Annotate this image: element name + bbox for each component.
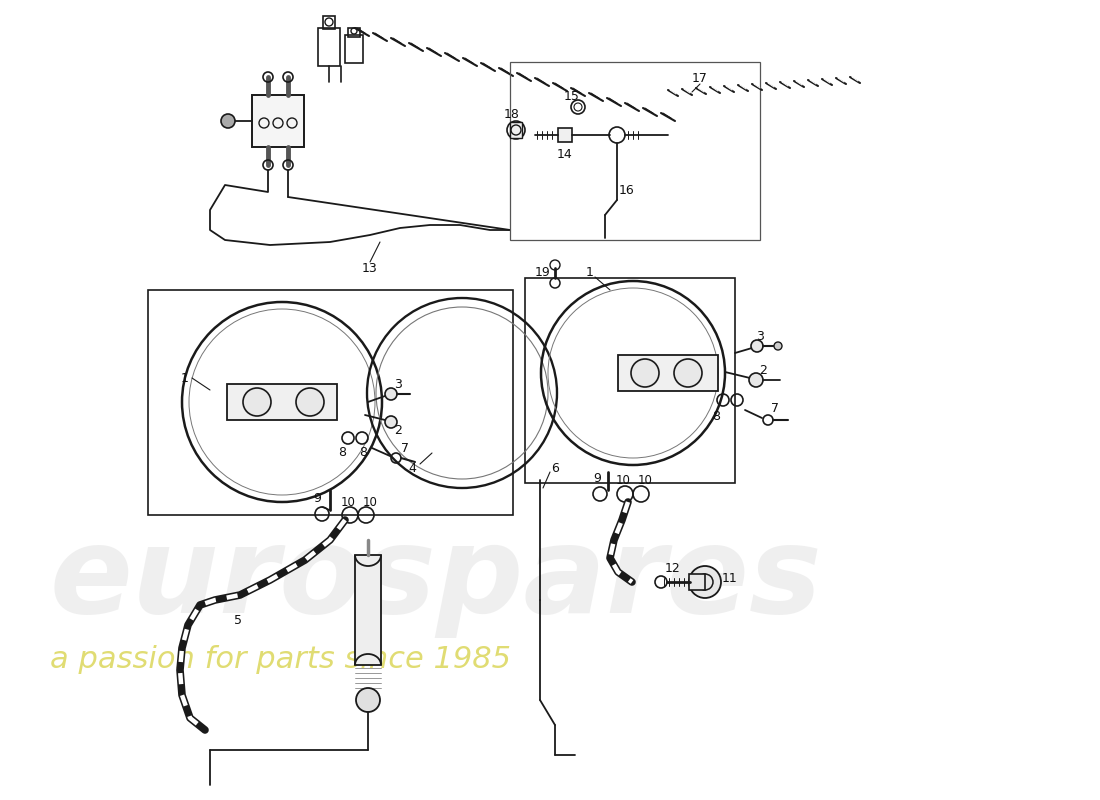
- Text: 1: 1: [586, 266, 594, 278]
- Text: 11: 11: [722, 571, 738, 585]
- Circle shape: [385, 388, 397, 400]
- Circle shape: [689, 566, 720, 598]
- Circle shape: [243, 388, 271, 416]
- Text: 7: 7: [402, 442, 409, 454]
- Text: 8: 8: [712, 410, 720, 422]
- Text: 8: 8: [338, 446, 346, 459]
- Bar: [525, 278, 735, 483]
- Text: 16: 16: [619, 183, 635, 197]
- Text: 10: 10: [638, 474, 652, 486]
- Circle shape: [674, 359, 702, 387]
- Text: 15: 15: [564, 90, 580, 103]
- Circle shape: [774, 342, 782, 350]
- Text: 3: 3: [394, 378, 402, 391]
- Circle shape: [221, 114, 235, 128]
- Text: 19: 19: [535, 266, 551, 279]
- Text: 5: 5: [234, 614, 242, 626]
- Text: 10: 10: [616, 474, 630, 486]
- Text: 17: 17: [692, 71, 708, 85]
- Text: 12: 12: [666, 562, 681, 574]
- Bar: [318, 28, 340, 66]
- Text: 7: 7: [771, 402, 779, 414]
- Text: 2: 2: [394, 423, 402, 437]
- Text: 8: 8: [359, 446, 367, 459]
- Bar: [689, 574, 705, 590]
- Text: 9: 9: [314, 491, 321, 505]
- Bar: [558, 128, 572, 142]
- Bar: [252, 95, 304, 147]
- Text: a passion for parts since 1985: a passion for parts since 1985: [50, 646, 512, 674]
- Text: 10: 10: [363, 495, 377, 509]
- Circle shape: [751, 340, 763, 352]
- Circle shape: [631, 359, 659, 387]
- Bar: [510, 62, 760, 240]
- Text: 13: 13: [362, 262, 378, 274]
- Circle shape: [749, 373, 763, 387]
- Circle shape: [385, 416, 397, 428]
- Text: 3: 3: [756, 330, 763, 342]
- Text: 9: 9: [593, 473, 601, 486]
- Bar: [618, 355, 718, 391]
- Text: 1: 1: [182, 371, 189, 385]
- Bar: [355, 555, 381, 665]
- Text: 18: 18: [504, 109, 520, 122]
- Text: eurospares: eurospares: [50, 522, 823, 638]
- Bar: [345, 35, 363, 63]
- Bar: [148, 290, 513, 515]
- Text: 2: 2: [759, 363, 767, 377]
- Bar: [348, 28, 360, 37]
- Bar: [510, 122, 522, 138]
- Bar: [323, 16, 336, 29]
- Text: 6: 6: [551, 462, 559, 474]
- Bar: [227, 384, 337, 420]
- Circle shape: [356, 688, 380, 712]
- Text: 4: 4: [408, 462, 416, 474]
- Text: 10: 10: [341, 495, 355, 509]
- Circle shape: [296, 388, 324, 416]
- Text: 14: 14: [557, 149, 573, 162]
